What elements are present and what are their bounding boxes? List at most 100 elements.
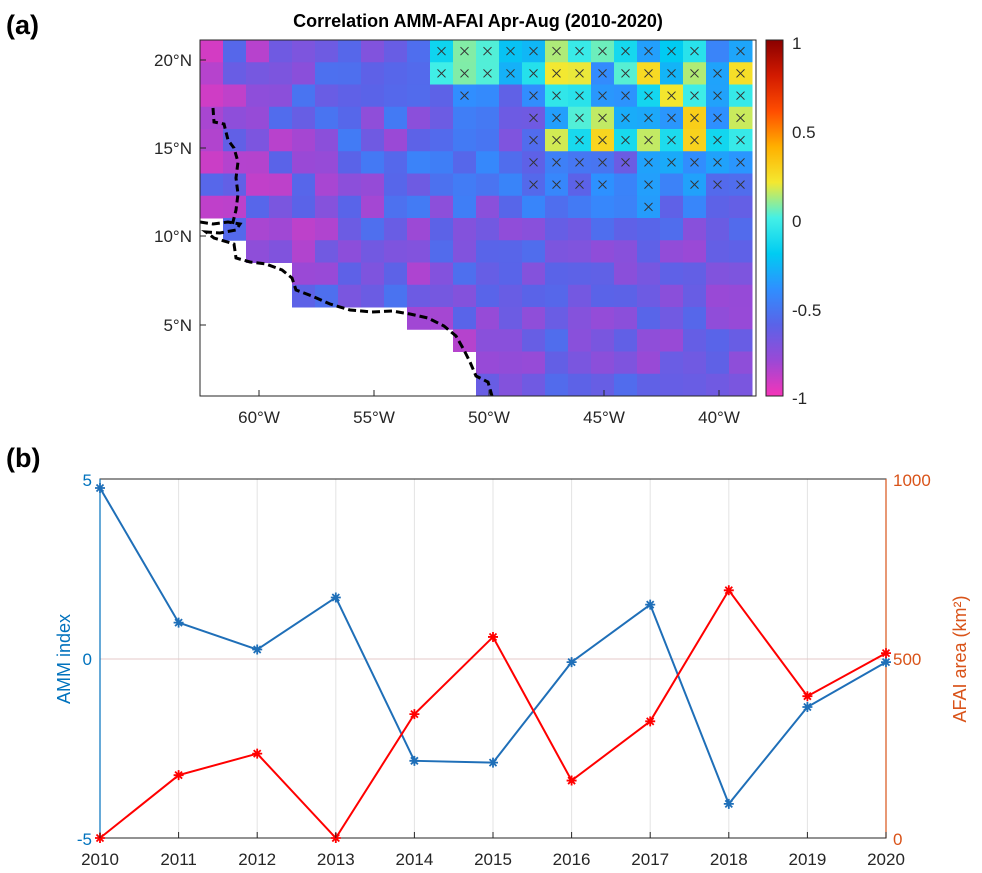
grid-cell: [614, 373, 638, 396]
grid-cell: [407, 173, 431, 197]
map-y-axis: 20°N 15°N 10°N 5°N: [154, 51, 206, 335]
grid-cell: [614, 218, 638, 241]
grid-cell: [499, 218, 523, 241]
grid-cell: [499, 284, 523, 308]
grid-cell: [246, 106, 270, 130]
significance-markers: [437, 46, 745, 212]
grid-cell: [246, 84, 270, 108]
grid-cell: [683, 284, 707, 308]
grid-cell: [637, 218, 661, 241]
coastline: [200, 220, 494, 396]
grid-cell: [315, 195, 339, 219]
significance-cross: [621, 69, 630, 78]
significance-cross: [552, 91, 561, 100]
grid-cell: [729, 195, 753, 219]
grid-cell: [338, 106, 362, 130]
grid-cell: [476, 195, 500, 219]
grid-cell: [706, 373, 730, 396]
amm-point: [566, 657, 577, 668]
significance-cross: [575, 135, 584, 145]
grid-cell: [292, 262, 316, 286]
grid-cell: [361, 173, 385, 197]
grid-cell: [683, 307, 707, 330]
grid-cell: [729, 329, 753, 352]
grid-cell: [384, 240, 408, 263]
grid-cell: [476, 284, 500, 308]
grid-cell: [223, 173, 247, 197]
grid-cell: [476, 218, 500, 241]
grid-cell: [223, 62, 247, 85]
grid-cell: [430, 307, 454, 330]
significance-cross: [437, 69, 446, 78]
grid-cell: [476, 129, 500, 152]
grid-cell: [430, 173, 454, 197]
grid-cell: [315, 129, 339, 152]
amm-point: [488, 757, 498, 768]
grid-cell: [545, 329, 569, 352]
grid-cell: [246, 129, 270, 152]
grid-cell: [200, 151, 224, 174]
left-y-axis: 5 0 -5 AMM index: [54, 471, 92, 849]
grid-cell: [637, 262, 661, 286]
grid-cell: [522, 329, 546, 352]
amm-point: [409, 755, 420, 766]
grid-cell: [660, 195, 684, 219]
grid-cell: [315, 151, 339, 174]
significance-cross: [483, 69, 492, 78]
significance-cross: [667, 158, 676, 167]
significance-cross: [460, 69, 469, 78]
colorbar-ticks: 1 0.5 0 -0.5 -1: [792, 34, 821, 408]
right-y-axis: 1000 500 0 AFAI area (km²): [893, 471, 970, 849]
grid-cell: [246, 173, 270, 197]
grid-cell: [683, 218, 707, 241]
significance-cross: [529, 158, 538, 167]
significance-cross: [529, 91, 538, 100]
grid-cell: [568, 307, 592, 330]
significance-cross: [690, 158, 699, 167]
grid-cell: [315, 40, 339, 63]
grid-cell: [614, 351, 638, 375]
grid-cell: [246, 195, 270, 219]
x-tick-label: 2018: [710, 850, 748, 869]
grid-cell: [292, 106, 316, 130]
grid-cell: [545, 195, 569, 219]
right-y-tick: 0: [893, 830, 902, 849]
map-x-tick: 40°W: [698, 408, 740, 427]
grid-cell: [223, 129, 247, 152]
grid-cell: [591, 240, 615, 263]
grid-cell: [269, 84, 293, 108]
grid-cell: [591, 262, 615, 286]
significance-cross: [552, 135, 561, 145]
grid-cell: [683, 373, 707, 396]
significance-cross: [690, 135, 699, 145]
grid-cell: [522, 284, 546, 308]
grid-cell: [384, 218, 408, 241]
grid-cell: [361, 151, 385, 174]
grid-cell: [522, 218, 546, 241]
grid-cell: [522, 195, 546, 219]
significance-cross: [736, 91, 745, 100]
significance-cross: [621, 46, 630, 56]
grid-cell: [729, 373, 753, 396]
grid-cell: [384, 195, 408, 219]
grid-cell: [292, 151, 316, 174]
grid-cell: [637, 373, 661, 396]
x-tick-label: 2014: [395, 850, 433, 869]
grid-cell: [591, 307, 615, 330]
x-tick-label: 2019: [788, 850, 826, 869]
amm-point: [330, 592, 341, 603]
map-x-tick: 55°W: [353, 408, 395, 427]
x-tick-label: 2013: [317, 850, 355, 869]
grid-cell: [499, 106, 523, 130]
afai-point: [645, 716, 656, 727]
grid-cell: [706, 240, 730, 263]
afai-point: [173, 770, 184, 781]
significance-cross: [644, 113, 653, 123]
panel-a-label: (a): [6, 10, 39, 40]
grid-cell: [545, 218, 569, 241]
significance-cross: [598, 158, 607, 167]
grid-cell: [407, 129, 431, 152]
grid-cell: [338, 240, 362, 263]
grid-cell: [476, 329, 500, 352]
grid-cell: [269, 129, 293, 152]
